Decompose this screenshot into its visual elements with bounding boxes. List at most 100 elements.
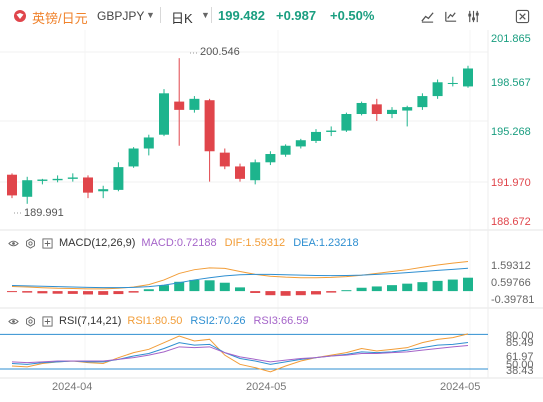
rsi-title: RSI(7,14,21): [59, 315, 122, 327]
date-axis-label: 2024-05: [246, 381, 287, 393]
symbol-toolbar: 英镑/日元 GBPJPY ▼ 日K ▼ 199.482 +0.987 +0.50…: [0, 0, 543, 30]
candle-body: [265, 154, 276, 163]
macd-bar: [356, 287, 367, 292]
macd-bar: [37, 291, 48, 294]
macd-bar: [417, 282, 428, 292]
indicator-button[interactable]: [417, 6, 437, 26]
candle-body: [402, 107, 413, 111]
price-axis-label: 198.567: [491, 77, 531, 89]
expand-icon[interactable]: [42, 315, 53, 327]
rsi-panel: [0, 333, 488, 373]
price-change-percent: +0.50%: [330, 8, 375, 23]
macd-axis-label: 1.59312: [491, 260, 531, 272]
macd-bar: [22, 291, 33, 293]
rsi1-line: [11, 333, 469, 373]
candle: [174, 58, 185, 146]
date-axis-label: 2024-04: [52, 381, 93, 393]
brand-logo-icon: [14, 10, 26, 22]
candle-body: [143, 137, 154, 149]
rsi-axis-label: 85.49: [506, 337, 534, 349]
compare-button[interactable]: [440, 6, 460, 26]
rsi2-line: [11, 341, 469, 365]
candle-body: [371, 104, 382, 115]
dea-line: [11, 267, 469, 289]
macd-bar: [463, 277, 473, 292]
rsi1-value: RSI1:80.50: [127, 315, 183, 327]
macd-bar: [83, 291, 93, 295]
candle-body: [98, 189, 109, 192]
fullscreen-button[interactable]: [512, 6, 532, 26]
macd-bar: [250, 291, 261, 293]
rsi-header: RSI(7,14,21) RSI1:80.50 RSI2:70.26 RSI3:…: [8, 312, 317, 330]
period-selector[interactable]: 日K: [171, 11, 193, 26]
eye-icon[interactable]: [8, 316, 19, 327]
candle-body: [417, 96, 428, 108]
dif-value: DIF:1.59312: [224, 237, 286, 249]
dea-value: DEA:1.23218: [293, 237, 359, 249]
candle: [447, 76, 458, 87]
candle: [387, 107, 397, 119]
macd-title: MACD(12,26,9): [59, 237, 136, 249]
macd-bar: [174, 281, 185, 292]
symbol-code[interactable]: GBPJPY: [97, 9, 145, 23]
macd-bar: [128, 291, 139, 293]
macd-bar: [432, 280, 443, 292]
macd-header: MACD(12,26,9) MACD:0.72188 DIF:1.59312 D…: [8, 234, 367, 252]
macd-axis-label: 0.59766: [491, 277, 531, 289]
rsi3-line: [11, 345, 469, 364]
candle: [356, 101, 367, 116]
macd-bar: [402, 283, 413, 292]
candle: [280, 144, 291, 157]
dif-line: [11, 261, 469, 290]
settings-sliders-button[interactable]: [463, 6, 483, 26]
candle: [52, 175, 63, 183]
macd-bar: [341, 290, 352, 292]
gear-icon[interactable]: [25, 315, 36, 327]
macd-bar: [189, 279, 200, 292]
candle: [417, 93, 428, 110]
candle-body: [52, 178, 63, 181]
candle: [463, 65, 473, 88]
macd-bar: [113, 291, 124, 295]
candle: [250, 159, 261, 185]
eye-icon[interactable]: [8, 238, 19, 249]
indicator-icon: [420, 11, 434, 23]
grid-lines: [0, 30, 543, 379]
macd-bar: [204, 280, 215, 292]
macd-bar: [235, 287, 245, 292]
symbol-dropdown-icon[interactable]: ▼: [146, 10, 155, 20]
candle-body: [387, 109, 397, 115]
symbol-name[interactable]: 英镑/日元: [32, 11, 88, 26]
candle-body: [7, 174, 17, 196]
macd-bar: [295, 291, 306, 296]
price-axis-label: 201.865: [491, 33, 531, 45]
divider: [211, 7, 212, 23]
candle-body: [463, 68, 473, 87]
macd-bar: [311, 291, 321, 295]
candle: [7, 173, 17, 199]
candle-body: [113, 167, 124, 190]
macd-panel: [7, 261, 473, 296]
candle-body: [67, 177, 78, 179]
candle: [37, 178, 48, 185]
candle: [113, 162, 124, 192]
macd-bar: [265, 291, 276, 296]
macd-bar: [280, 291, 291, 296]
rsi3-value: RSI3:66.59: [253, 315, 309, 327]
candle-body: [204, 100, 215, 152]
candle-body: [280, 145, 291, 155]
gear-icon[interactable]: [25, 237, 36, 249]
period-dropdown-icon[interactable]: ▼: [201, 10, 210, 20]
candle: [402, 105, 413, 127]
candle: [295, 138, 306, 149]
macd-value: MACD:0.72188: [141, 237, 217, 249]
candle: [143, 134, 154, 156]
candle: [432, 79, 443, 99]
candle-body: [432, 82, 443, 97]
candle: [341, 112, 352, 132]
candle-body: [356, 102, 367, 115]
rsi2-value: RSI2:70.26: [190, 315, 246, 327]
expand-icon[interactable]: [42, 237, 53, 249]
candle: [326, 126, 337, 137]
